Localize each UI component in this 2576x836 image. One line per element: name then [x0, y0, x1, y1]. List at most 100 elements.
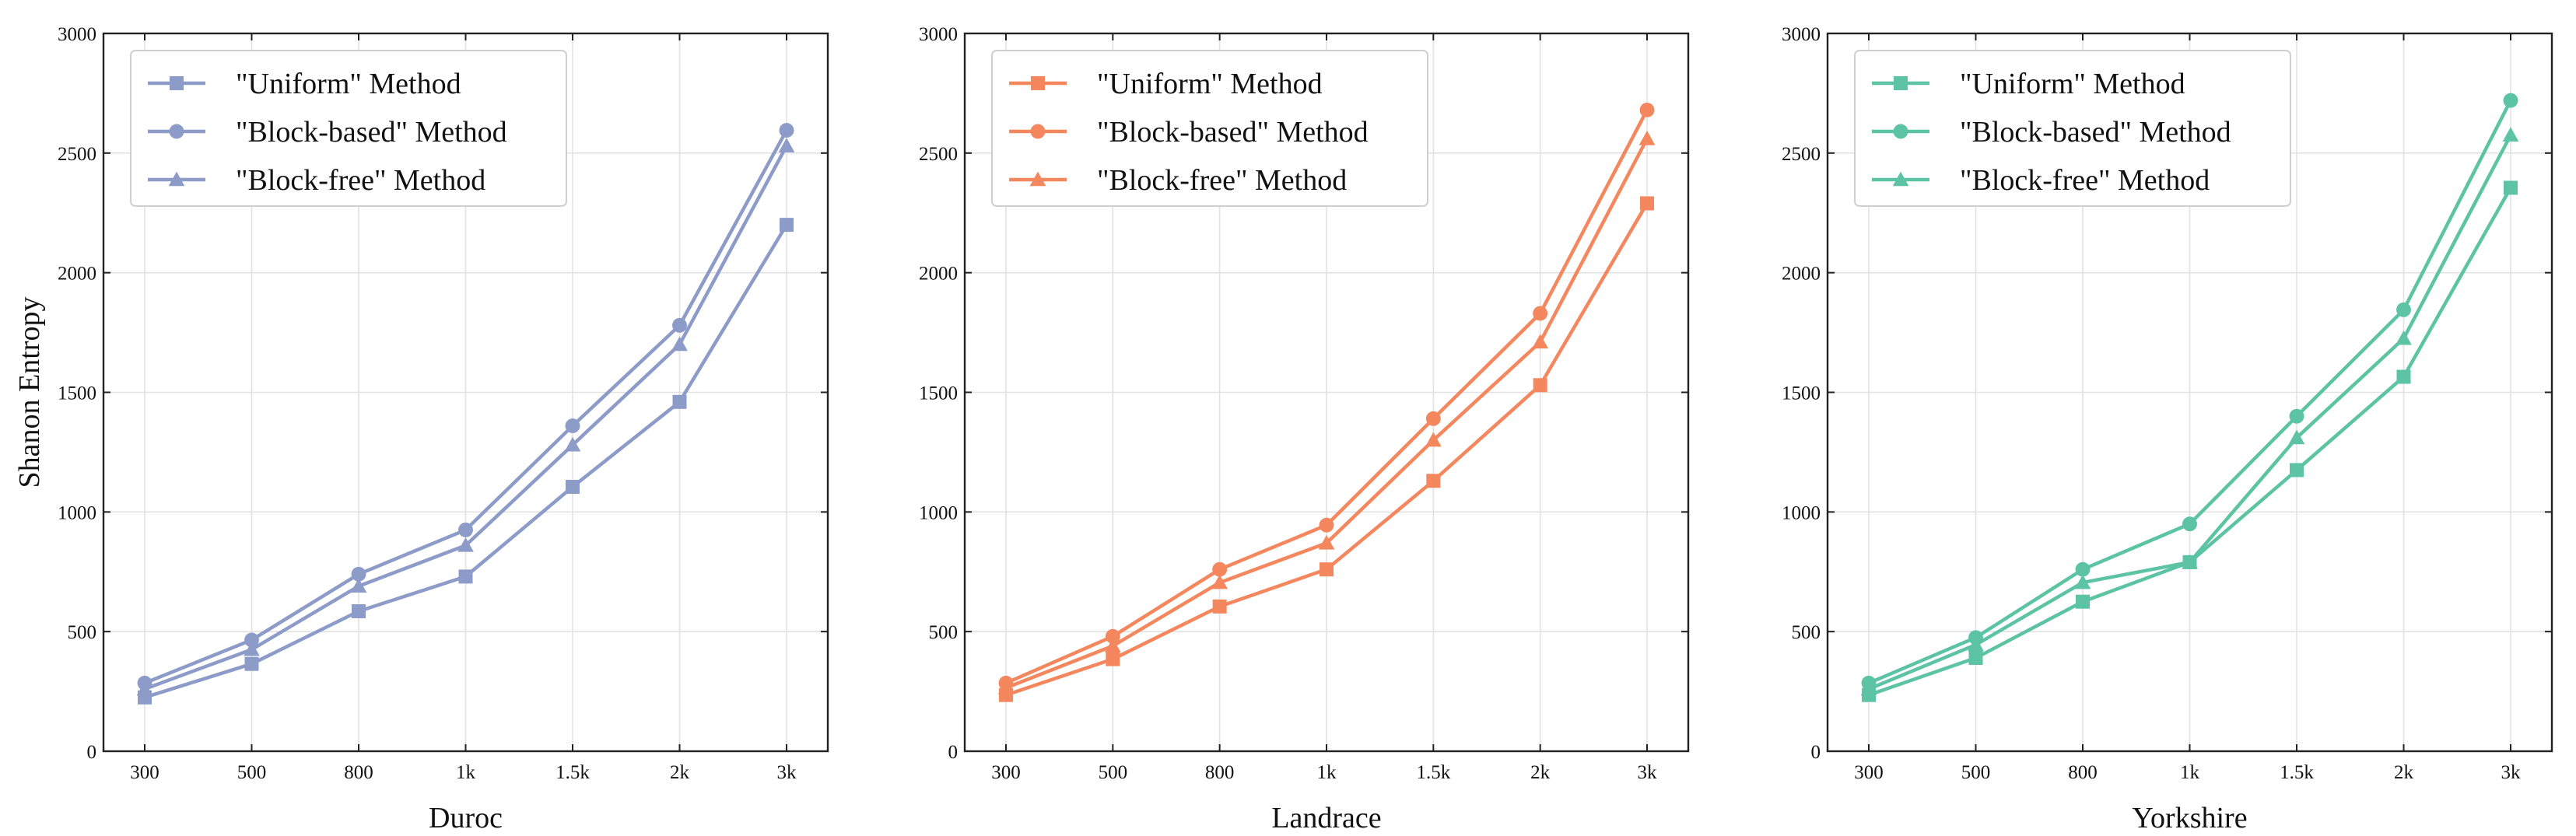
data-point — [1640, 196, 1654, 211]
data-point — [1104, 638, 1121, 652]
data-point — [1212, 561, 1228, 577]
data-point — [1105, 628, 1120, 644]
data-point — [997, 680, 1015, 694]
y-tick-label: 2500 — [58, 144, 96, 165]
y-tick-label: 2500 — [1782, 144, 1821, 165]
data-point — [2396, 369, 2411, 384]
data-point — [1426, 474, 1441, 488]
series-triangle — [1860, 127, 2519, 696]
axes-frame — [102, 32, 829, 753]
data-point — [1318, 534, 1335, 550]
data-point — [1212, 599, 1227, 614]
y-tick-label: 3000 — [1782, 24, 1821, 45]
data-point — [2182, 516, 2197, 532]
data-point — [1320, 562, 1334, 577]
chart-panel-2: 0 500 1000 1500 2000 2500 3000 300 500 800 1k 1.5k 2… — [919, 24, 1690, 834]
data-point — [2396, 330, 2412, 345]
legend-label: "Uniform" Method — [236, 68, 461, 100]
data-point — [2182, 554, 2198, 569]
legend-label: "Uniform" Method — [1097, 68, 1323, 100]
x-tick-label: 2k — [1530, 762, 1551, 783]
chart-panel-3: 0 500 1000 1500 2000 2500 3000 300 500 800 1k 1.5k 2… — [1782, 24, 2553, 834]
y-tick-label: 3000 — [919, 24, 958, 45]
x-tick-label: 500 — [237, 762, 267, 783]
y-tick-label: 500 — [68, 622, 97, 643]
data-point — [2502, 127, 2519, 142]
data-point — [780, 218, 794, 233]
legend: "Uniform" Method "Block-based" Method "Blo… — [130, 50, 567, 207]
y-tick-label: 2000 — [919, 264, 958, 285]
legend-marker — [1892, 171, 1909, 187]
legend-marker — [1030, 124, 1046, 139]
x-tick-label: 3k — [2501, 762, 2522, 783]
x-tick-label: 3k — [1638, 762, 1658, 783]
x-tick-label: 1.5k — [2280, 762, 2314, 783]
legend-label: "Block-based" Method — [1960, 116, 2231, 149]
data-point — [566, 480, 580, 495]
series-triangle — [136, 138, 795, 696]
x-tick-label: 500 — [1961, 762, 1991, 783]
x-tick-label: 800 — [1205, 762, 1235, 783]
legend-marker — [1893, 124, 1908, 139]
data-point — [458, 522, 473, 537]
legend-label: "Uniform" Method — [1960, 68, 2185, 100]
y-tick-label: 0 — [1811, 742, 1821, 763]
data-point — [672, 317, 687, 333]
series-triangle — [997, 131, 1656, 694]
x-tick-label: 1k — [456, 762, 476, 783]
x-axis-title: Yorkshire — [2132, 802, 2247, 834]
data-point — [1533, 378, 1547, 393]
legend-box — [130, 50, 567, 207]
y-tick-label: 1500 — [1782, 383, 1821, 404]
y-tick-label: 1500 — [58, 383, 96, 404]
data-point — [2288, 429, 2305, 445]
data-point — [1638, 131, 1656, 145]
x-tick-label: 300 — [1854, 762, 1884, 783]
x-tick-label: 500 — [1099, 762, 1128, 783]
data-point — [779, 123, 794, 138]
data-point — [778, 138, 795, 152]
data-point — [1533, 306, 1548, 321]
x-tick-label: 1.5k — [556, 762, 590, 783]
legend-marker — [169, 124, 184, 139]
data-point — [350, 578, 367, 593]
data-point — [2076, 594, 2090, 609]
x-tick-label: 800 — [2068, 762, 2098, 783]
y-tick-label: 3000 — [58, 24, 96, 45]
data-point — [1425, 411, 1441, 426]
legend-box — [1854, 50, 2291, 207]
data-point — [1968, 651, 1983, 666]
data-point — [351, 566, 366, 582]
x-tick-label: 1k — [1317, 762, 1337, 783]
y-tick-label: 2000 — [1782, 264, 1821, 285]
x-tick-label: 3k — [777, 762, 797, 783]
y-tick-label: 1000 — [58, 502, 96, 523]
data-point — [1639, 103, 1655, 117]
x-axis-title: Duroc — [429, 802, 503, 834]
data-point — [1211, 574, 1228, 589]
x-tick-label: 800 — [344, 762, 373, 783]
y-tick-label: 2000 — [58, 264, 96, 285]
chart-panel-1: 0 500 1000 1500 2000 2500 3000 300 500 800 1k 1.5k 2… — [13, 24, 829, 834]
data-point — [458, 569, 473, 584]
legend-label: "Block-free" Method — [236, 164, 485, 197]
y-tick-label: 1500 — [919, 383, 958, 404]
data-point — [352, 604, 366, 619]
data-point — [565, 418, 580, 434]
data-point — [2396, 302, 2411, 317]
legend-marker — [170, 76, 184, 90]
y-axis-title: Shanon Entropy — [13, 297, 46, 488]
legend-marker — [1029, 171, 1046, 187]
legend-marker — [1894, 76, 1908, 90]
x-tick-label: 2k — [2394, 762, 2414, 783]
data-point — [1106, 652, 1120, 666]
data-point — [1532, 334, 1549, 349]
axes-frame — [963, 32, 1690, 753]
y-tick-label: 1000 — [919, 502, 958, 523]
data-point — [1319, 517, 1334, 533]
x-tick-label: 2k — [670, 762, 690, 783]
legend-marker — [1031, 76, 1045, 90]
data-point — [2075, 561, 2091, 577]
data-point — [244, 656, 259, 671]
